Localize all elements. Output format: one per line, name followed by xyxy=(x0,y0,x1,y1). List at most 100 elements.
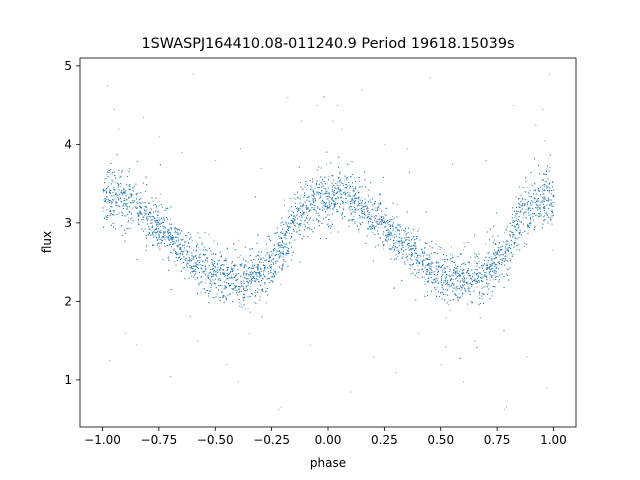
scatter-point xyxy=(540,186,542,188)
scatter-point xyxy=(325,206,327,207)
scatter-point xyxy=(305,201,306,203)
scatter-point xyxy=(395,231,397,233)
scatter-point xyxy=(425,278,427,280)
scatter-point xyxy=(280,224,282,226)
scatter-point xyxy=(498,251,500,253)
scatter-point xyxy=(273,244,275,246)
scatter-point xyxy=(358,231,360,233)
scatter-point xyxy=(364,205,366,207)
scatter-point xyxy=(237,257,239,259)
scatter-point xyxy=(298,233,300,235)
scatter-point xyxy=(299,215,301,217)
scatter-point xyxy=(495,252,496,254)
scatter-point xyxy=(484,272,486,273)
scatter-point xyxy=(189,251,191,253)
scatter-point xyxy=(549,203,551,205)
scatter-point xyxy=(285,254,287,256)
scatter-point xyxy=(328,192,330,193)
scatter-point xyxy=(118,176,120,178)
scatter-point xyxy=(115,199,117,201)
scatter-point xyxy=(153,229,155,231)
scatter-point xyxy=(415,247,417,249)
scatter-point xyxy=(537,188,539,190)
scatter-point xyxy=(383,248,385,250)
scatter-point xyxy=(265,248,267,250)
scatter-point xyxy=(414,255,416,257)
scatter-point xyxy=(260,280,262,282)
scatter-point xyxy=(152,200,154,202)
scatter-point xyxy=(398,229,400,231)
scatter-point xyxy=(520,222,522,223)
scatter-point xyxy=(463,278,465,280)
scatter-point xyxy=(226,294,228,296)
scatter-point xyxy=(539,207,541,208)
scatter-point xyxy=(426,257,428,259)
scatter-point xyxy=(480,280,482,282)
scatter-point xyxy=(328,176,330,178)
scatter-point xyxy=(463,242,465,244)
scatter-point xyxy=(467,288,469,290)
scatter-point xyxy=(337,196,338,198)
scatter-point xyxy=(528,207,530,209)
scatter-point xyxy=(458,275,459,277)
scatter-point xyxy=(436,287,438,288)
scatter-point xyxy=(285,244,286,246)
scatter-point xyxy=(482,286,484,288)
scatter-point xyxy=(358,217,360,219)
scatter-point xyxy=(111,213,112,214)
scatter-point xyxy=(419,228,421,230)
scatter-point xyxy=(289,238,291,240)
scatter-point xyxy=(323,208,325,210)
scatter-point xyxy=(535,189,537,191)
scatter-point xyxy=(234,284,235,286)
scatter-point xyxy=(199,263,201,265)
scatter-point xyxy=(400,251,402,253)
scatter-point xyxy=(350,176,352,178)
scatter-point xyxy=(278,256,280,258)
scatter-point xyxy=(410,264,412,266)
scatter-point xyxy=(542,190,544,192)
scatter-point xyxy=(200,291,202,293)
scatter-point xyxy=(131,222,133,224)
scatter-point xyxy=(225,278,227,280)
scatter-point xyxy=(284,231,286,233)
scatter-point xyxy=(220,264,222,266)
scatter-point xyxy=(157,211,159,213)
scatter-point xyxy=(144,215,146,217)
scatter-point xyxy=(297,207,299,208)
scatter-point xyxy=(247,262,249,264)
scatter-point xyxy=(373,225,375,226)
scatter-point xyxy=(414,243,416,245)
scatter-point xyxy=(240,265,242,267)
scatter-point xyxy=(120,175,122,177)
scatter-point xyxy=(226,257,228,259)
scatter-point xyxy=(167,256,169,258)
scatter-point xyxy=(258,288,260,290)
scatter-point xyxy=(151,226,153,228)
scatter-point xyxy=(168,230,170,232)
scatter-point xyxy=(213,240,215,242)
scatter-point xyxy=(103,210,105,212)
scatter-point xyxy=(541,197,543,199)
scatter-point xyxy=(518,226,520,228)
scatter-point xyxy=(220,292,222,293)
scatter-point xyxy=(544,140,546,142)
scatter-point xyxy=(392,225,393,226)
scatter-point xyxy=(326,163,327,165)
scatter-point xyxy=(176,244,178,246)
scatter-point xyxy=(330,232,332,234)
scatter-point xyxy=(408,232,410,234)
scatter-point xyxy=(551,215,553,217)
scatter-point xyxy=(361,197,363,199)
scatter-point xyxy=(108,202,110,204)
scatter-point xyxy=(360,202,362,204)
scatter-point xyxy=(155,236,157,238)
scatter-point xyxy=(284,243,286,245)
scatter-point xyxy=(131,213,132,215)
scatter-point xyxy=(361,215,363,217)
scatter-point xyxy=(551,204,553,206)
scatter-point xyxy=(125,215,127,217)
scatter-point xyxy=(256,278,258,279)
scatter-point xyxy=(444,294,446,295)
scatter-point xyxy=(273,269,275,271)
